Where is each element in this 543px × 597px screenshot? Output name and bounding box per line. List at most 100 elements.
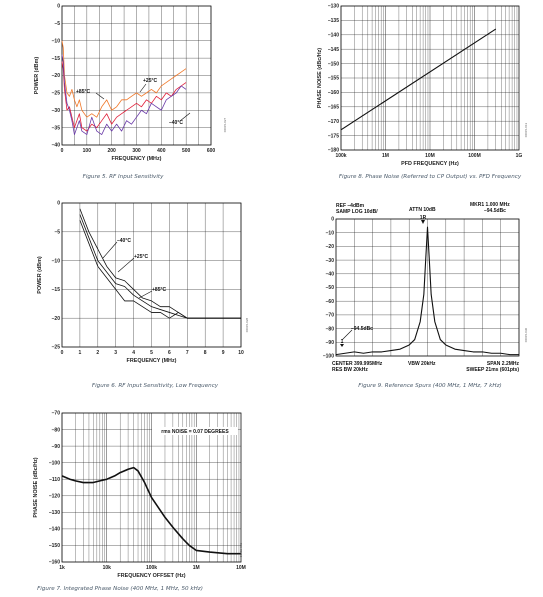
series-line-0 [61,466,241,555]
spur-marker: 1 [341,339,344,345]
x-tick-label: 1G [516,153,523,159]
plot-frame [61,202,242,348]
y-tick-label: –10 [52,38,61,44]
annotation-arrow [179,112,191,122]
x-tick-label: 10M [425,153,435,159]
chart-fig5: 0–5–10–15–20–25–30–35–400 100 200 300 400 500… [34,4,227,180]
x-tick-label: 3 [114,350,117,356]
figure-code: 06015-027 [223,118,227,133]
y-tick-label: –70 [326,313,335,319]
y-axis-label: PHASE NOISE (dBc/Hz) [33,457,39,517]
y-tick-label: –160 [328,90,339,96]
x-tick-label: 1 [79,350,82,356]
annotation-85c: +85°C [76,89,90,95]
annotation-85c: +85°C [152,287,166,293]
y-tick-label: –50 [326,285,335,291]
annotation-25c: +25°C [134,254,148,260]
figure-caption: Figure 7. Integrated Phase Noise (400 MH… [37,586,203,592]
y-tick-label: –40 [326,272,335,278]
annotation-rms-noise: rms NOISE = 0.07 DEGREES [161,429,229,435]
y-tick-label: 0 [331,217,334,223]
y-tick-label: –170 [328,119,339,125]
series-line-1 [79,214,241,319]
plot-frame [61,412,242,563]
footer-sweep: SWEEP 21ms (601pts) [466,367,519,373]
x-tick-label: 1M [382,153,389,159]
y-tick-label: –80 [52,427,61,433]
y-tick-label: –80 [326,326,335,332]
y-tick-label: –175 [328,133,339,139]
y-tick-label: –25 [52,91,61,97]
x-tick-label: 100 [83,148,92,154]
y-tick-label: –100 [49,460,60,466]
header-attenuation: ATTN 10dB [409,207,436,213]
x-tick-label: 100M [468,153,481,159]
figure-code: 06015-031 [239,543,243,558]
annotation-bg [152,427,238,435]
y-tick-label: –10 [52,258,61,264]
y-tick-label: –135 [328,18,339,24]
y-tick-label: –20 [326,244,335,250]
x-tick-label: 7 [186,350,189,356]
y-tick-label: –140 [328,33,339,39]
x-tick-label: 200 [107,148,116,154]
x-tick-label: 100k [335,153,346,159]
series-line-2 [79,220,241,319]
y-tick-label: –90 [326,340,335,346]
spur-marker-triangle [340,344,344,347]
y-tick-label: –70 [52,411,61,417]
y-tick-label: –20 [52,316,61,322]
y-tick-label: 0 [57,201,60,207]
annotation-arrow [102,241,118,259]
y-tick-label: –15 [52,287,61,293]
y-tick-label: –10 [326,230,335,236]
marker-1r-label: 1R [420,215,427,221]
y-tick-label: –30 [326,258,335,264]
y-axis-label: POWER (dBm) [34,57,40,95]
footer-vbw: VBW 20kHz [408,361,436,367]
header-ref-level: REF –4dBm [336,203,365,209]
x-tick-label: 10 [238,350,244,356]
marker-triangle [421,220,425,224]
figure-caption: Figure 6. RF Input Sensitivity, Low Freq… [92,383,219,389]
annotation-arrow [138,290,153,299]
y-tick-label: –60 [326,299,335,305]
x-tick-label: 0 [61,350,64,356]
plot-frame [61,5,212,146]
y-tick-label: –40 [52,143,61,149]
y-tick-label: –110 [49,477,60,483]
x-tick-label: 4 [132,350,135,356]
plot-frame [335,218,520,357]
y-axis-label: PHASE NOISE (dBc/Hz) [317,48,323,108]
x-tick-label: 400 [157,148,166,154]
x-tick-label: 2 [96,350,99,356]
x-tick-label: 10k [103,565,112,571]
chart-fig8: –130 –135 –140 –145 –150 –155 –160 –165 –170 –175… [317,4,528,180]
y-tick-label: –5 [54,21,60,27]
y-tick-label: –140 [49,527,60,533]
footer-span: SPAN 2.2MHz [487,361,520,367]
series-line-0 [335,226,519,356]
y-tick-label: –20 [52,73,61,79]
y-tick-label: –5 [54,230,60,236]
x-tick-label: 100k [146,565,157,571]
figure-code: 06015-030 [524,328,528,343]
annotation-25c: +25°C [143,78,157,84]
series-line-1 [61,61,187,132]
y-tick-label: –90 [52,444,61,450]
y-tick-label: –165 [328,105,339,111]
y-tick-label: –35 [52,125,61,131]
x-tick-label: 8 [204,350,207,356]
header-marker-freq: MKR1 1.000 MHz [470,202,510,208]
x-axis-label: FREQUENCY (MHz) [112,156,162,162]
x-tick-label: 10M [236,565,246,571]
y-tick-label: 0 [57,4,60,10]
x-tick-label: 5 [150,350,153,356]
x-tick-label: 600 [207,148,216,154]
series-line-0 [79,208,241,319]
y-tick-label: –145 [328,47,339,53]
x-axis-label: FREQUENCY OFFSET (Hz) [117,573,185,579]
